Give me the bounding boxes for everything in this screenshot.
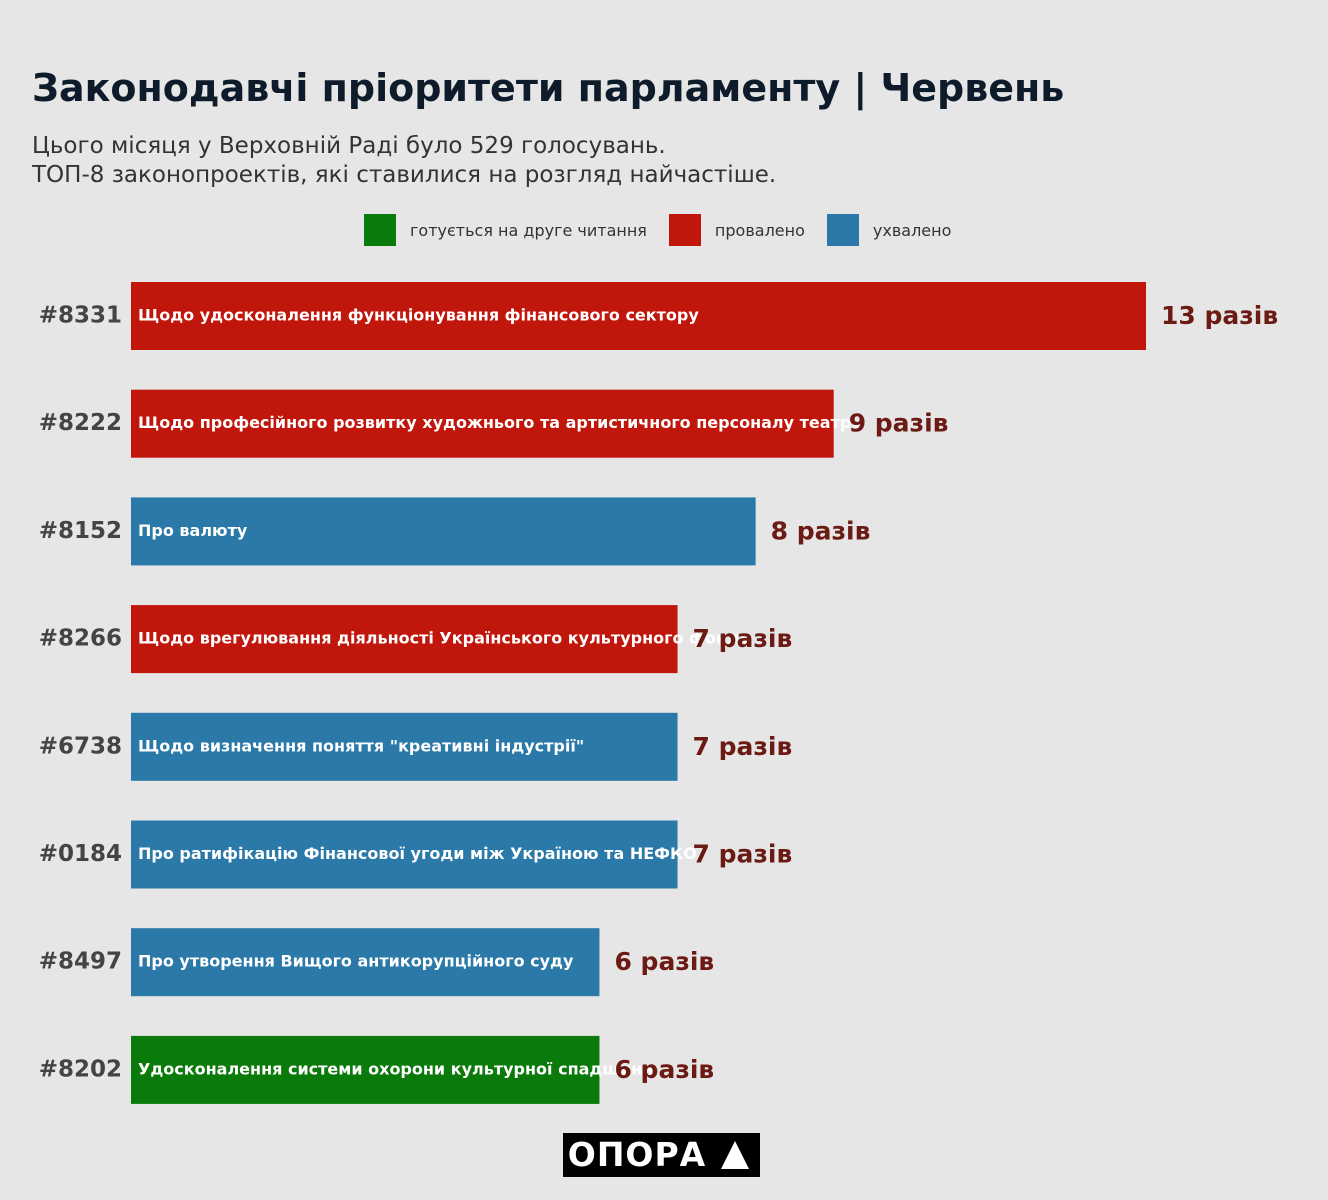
legend-swatch-second-reading (364, 214, 396, 246)
bar-bill-title: Про ратифікацію Фінансової угоди між Укр… (138, 844, 697, 863)
bar (131, 928, 600, 997)
bar (131, 1035, 600, 1104)
bar-value-label: 7 разів (693, 840, 793, 869)
bar (131, 282, 1146, 350)
bill-number-label: #0184 (39, 841, 122, 867)
bill-number-label: #8331 (39, 303, 122, 329)
bar (131, 389, 834, 458)
legend-label-failed: провалено (714, 220, 805, 240)
opora-logo: ОПОРА (563, 1133, 760, 1177)
bill-number-label: #8266 (39, 626, 122, 652)
bar-bill-title: Удосконалення системи охорони культурної… (138, 1059, 654, 1078)
bar-bill-title: Про валюту (138, 521, 248, 540)
bar-value-label: 7 разів (693, 732, 793, 761)
bill-number-label: #8202 (39, 1056, 122, 1082)
legend: готується на друге читання провалено ухв… (364, 214, 973, 246)
legend-label-adopted: ухвалено (872, 220, 952, 240)
bill-number-label: #8152 (39, 518, 122, 544)
legend-item-failed: провалено (668, 214, 805, 246)
bar-value-label: 8 разів (771, 516, 871, 545)
subtitle-line-1: Цього місяця у Верховній Раді було 529 г… (32, 133, 666, 159)
legend-item-adopted: ухвалено (826, 214, 952, 246)
legend-swatch-adopted (826, 214, 859, 246)
legend-swatch-failed (668, 214, 701, 246)
bar-bill-title: Щодо удосконалення функціонування фінанс… (138, 306, 699, 325)
bar (131, 712, 678, 781)
logo-text: ОПОРА (567, 1135, 707, 1174)
bar-value-label: 13 разів (1161, 301, 1278, 330)
bill-number-label: #6738 (39, 733, 122, 759)
bar-bill-title: Щодо врегулювання діяльності Українськог… (138, 629, 751, 648)
bar-bill-title: Про утворення Вищого антикорупційного су… (138, 952, 574, 971)
bar-value-label: 6 разів (614, 1055, 714, 1084)
legend-label-second-reading: готується на друге читання (410, 220, 647, 240)
bar-chart: #8331 Щодо удосконалення функціонування ф… (39, 282, 1278, 1104)
subtitle-line-2: ТОП-8 законопроектів, які ставилися на р… (32, 162, 777, 188)
legend-item-second-reading: готується на друге читання (364, 214, 647, 246)
bar (131, 605, 678, 674)
chart-subtitle: Цього місяця у Верховній Раді було 529 г… (32, 132, 1232, 190)
bar-value-label: 9 разів (849, 409, 949, 438)
bar-bill-title: Щодо визначення поняття "креативні індус… (138, 736, 584, 755)
bar (131, 820, 678, 889)
bar-value-label: 6 разів (614, 947, 714, 976)
bar-value-label: 7 разів (693, 624, 793, 653)
triangle-icon (711, 1133, 760, 1177)
bar-bill-title: Щодо професійного розвитку художнього та… (138, 413, 862, 432)
bill-number-label: #8222 (39, 410, 122, 436)
chart-title: Законодавчі пріоритети парламенту | Черв… (32, 66, 1065, 110)
bill-number-label: #8497 (39, 949, 122, 975)
bar (131, 497, 756, 566)
